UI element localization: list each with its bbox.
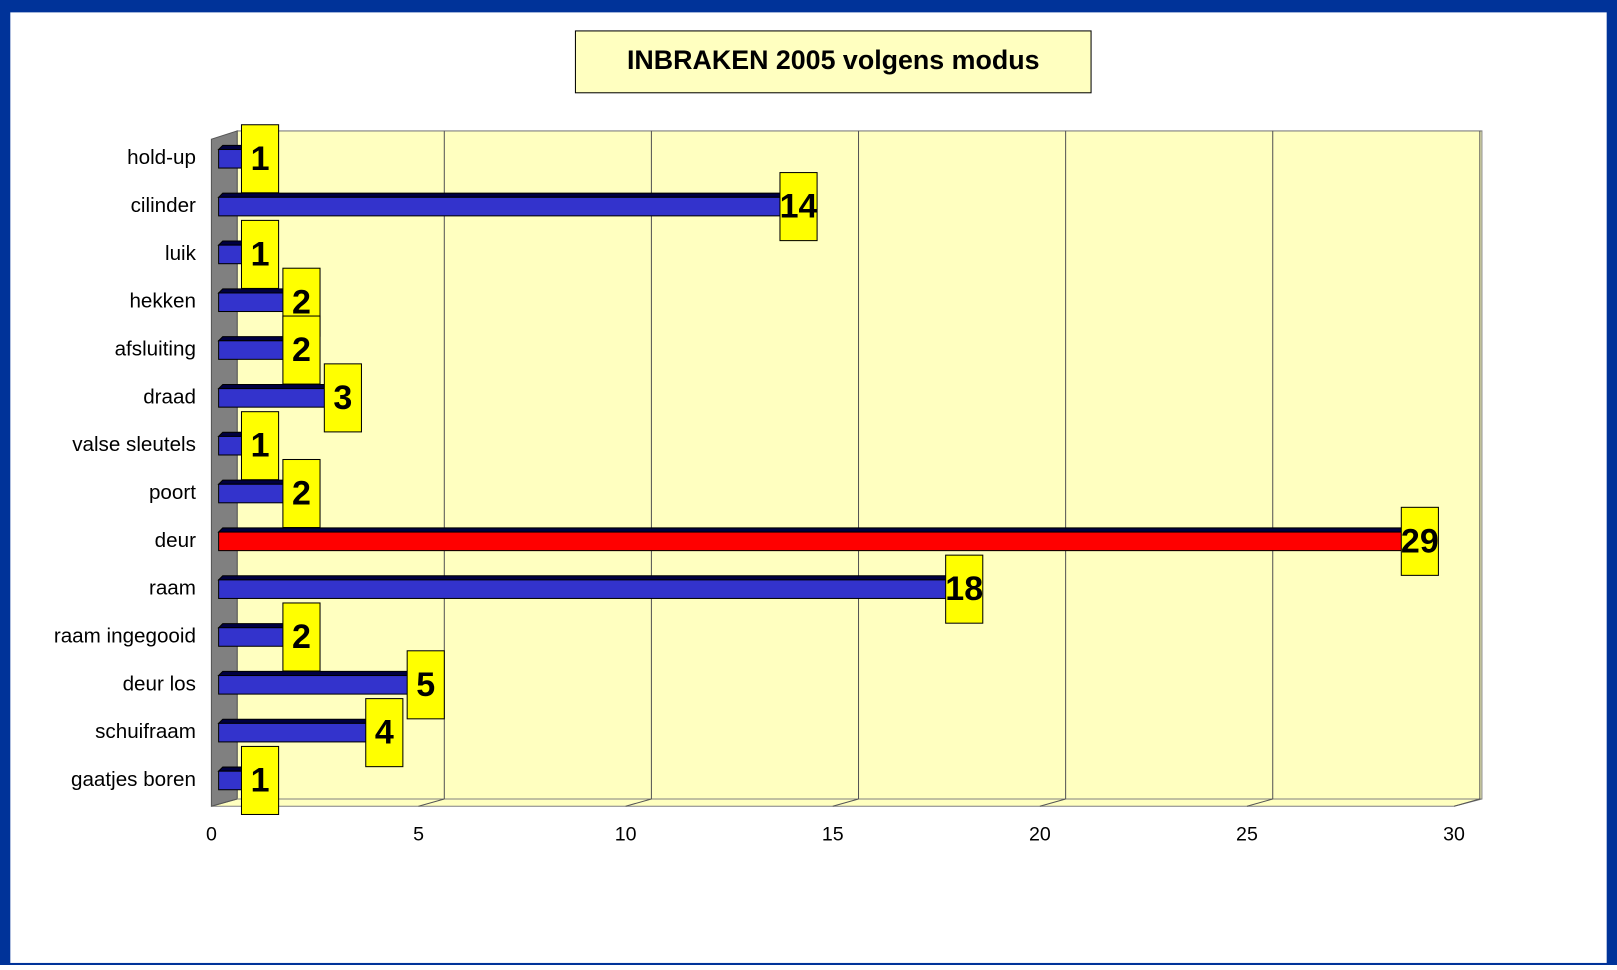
floor-grid-line bbox=[1453, 798, 1480, 807]
x-tick-label: 0 bbox=[206, 823, 217, 845]
floor-grid-line bbox=[625, 798, 652, 807]
data-label: 2 bbox=[292, 283, 311, 321]
y-tick-label: hekken bbox=[129, 290, 195, 313]
x-tick-label: 30 bbox=[1443, 823, 1465, 845]
data-label: 14 bbox=[780, 188, 818, 226]
side-wall bbox=[210, 130, 238, 807]
chart-title: INBRAKEN 2005 volgens modus bbox=[627, 45, 1040, 75]
x-tick-label: 10 bbox=[615, 823, 637, 845]
bar-top bbox=[217, 192, 804, 198]
floor-grid-line bbox=[211, 798, 238, 807]
floor-grid-line bbox=[418, 798, 445, 807]
bar-top bbox=[217, 670, 432, 677]
bar-top bbox=[217, 527, 1426, 533]
title-box bbox=[574, 30, 1092, 94]
data-label-box bbox=[945, 554, 984, 624]
data-label: 4 bbox=[375, 714, 394, 752]
y-tick-label: valse sleutels bbox=[72, 433, 196, 456]
y-tick-label: deur bbox=[155, 529, 196, 552]
data-label-box bbox=[779, 172, 818, 242]
y-tick-label: cilinder bbox=[131, 194, 196, 217]
floor-grid-line bbox=[1246, 798, 1273, 807]
data-label-box bbox=[240, 124, 280, 194]
data-label: 29 bbox=[1401, 522, 1439, 560]
floor-grid-line bbox=[832, 798, 859, 807]
y-tick-label: afsluiting bbox=[115, 338, 196, 361]
data-label: 1 bbox=[251, 140, 270, 178]
data-label: 1 bbox=[251, 235, 270, 273]
x-tick-label: 5 bbox=[413, 823, 424, 845]
y-tick-label: deur los bbox=[123, 672, 196, 695]
y-tick-label: raam ingegooid bbox=[54, 624, 196, 647]
x-tick-label: 20 bbox=[1029, 823, 1051, 845]
data-label: 2 bbox=[292, 331, 311, 369]
data-label-box bbox=[240, 411, 280, 481]
data-label: 3 bbox=[333, 379, 352, 417]
floor-grid-line bbox=[1039, 798, 1066, 807]
bar bbox=[218, 722, 385, 743]
y-tick-label: draad bbox=[143, 385, 196, 408]
y-tick-label: hold-up bbox=[127, 146, 196, 169]
data-label-box bbox=[240, 745, 280, 815]
y-tick-label: poort bbox=[149, 481, 196, 504]
y-tick-label: raam bbox=[149, 577, 196, 600]
bar bbox=[218, 675, 427, 695]
bar-top bbox=[217, 718, 390, 724]
data-label-box bbox=[365, 698, 404, 768]
bar bbox=[218, 579, 965, 599]
x-tick-label: 15 bbox=[822, 823, 844, 845]
data-label-box bbox=[1400, 506, 1439, 576]
bar bbox=[218, 531, 1421, 552]
bar-top bbox=[217, 575, 970, 581]
data-label: 5 bbox=[416, 666, 435, 704]
data-label: 2 bbox=[292, 618, 311, 656]
data-label-box bbox=[240, 219, 280, 289]
data-label: 1 bbox=[251, 762, 270, 800]
y-tick-label: gaatjes boren bbox=[71, 768, 196, 791]
data-label: 18 bbox=[945, 570, 983, 608]
y-tick-label: schuifraam bbox=[95, 720, 196, 743]
x-tick-label: 25 bbox=[1236, 823, 1258, 845]
data-label: 1 bbox=[251, 427, 270, 465]
data-label-box bbox=[323, 363, 362, 433]
y-tick-label: luik bbox=[165, 242, 197, 265]
bar bbox=[218, 196, 800, 217]
data-label-box bbox=[406, 650, 445, 720]
data-label: 2 bbox=[292, 475, 311, 513]
